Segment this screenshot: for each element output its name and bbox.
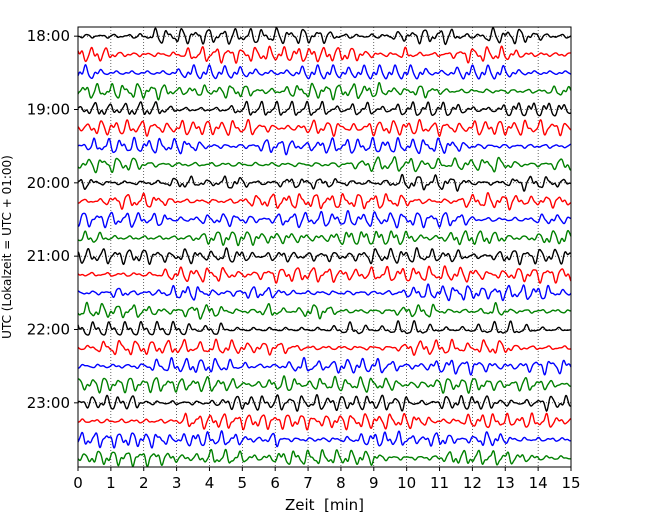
x-tick-label: 6	[270, 474, 280, 492]
trace-2230	[77, 356, 572, 376]
trace-2045	[77, 229, 572, 247]
x-tick-label: 14	[529, 474, 548, 492]
trace-2115	[77, 265, 572, 284]
trace-1945	[77, 156, 572, 174]
y-tick-label: 20:00	[27, 174, 70, 192]
y-tick-label: 18:00	[27, 27, 70, 45]
x-axis-ticks: 0 1 2 3 4 5 6 7 8 9 10 11 12 13 14 15	[73, 467, 581, 492]
y-axis-ticks: 18:00 19:00 20:00 21:00 22:00 23:00	[27, 27, 78, 412]
x-tick-label: 10	[397, 474, 416, 492]
trace-1830	[77, 64, 572, 80]
trace-1800	[77, 27, 572, 46]
trace-2000	[77, 173, 572, 192]
trace-2215	[77, 338, 572, 356]
trace-2130	[77, 283, 572, 302]
x-tick-label: 9	[369, 474, 379, 492]
grid-lines	[78, 27, 571, 467]
x-tick-label: 12	[463, 474, 482, 492]
trace-2015	[77, 192, 572, 211]
trace-2100	[77, 247, 572, 266]
x-tick-label: 1	[106, 474, 116, 492]
trace-2300	[77, 394, 572, 412]
x-tick-label: 5	[238, 474, 248, 492]
x-axis-label: Zeit [min]	[285, 496, 364, 514]
y-tick-label: 21:00	[27, 247, 70, 265]
x-tick-label: 7	[303, 474, 313, 492]
trace-2245	[77, 375, 572, 394]
trace-2345	[77, 448, 572, 468]
x-tick-label: 11	[430, 474, 449, 492]
seismic-traces	[77, 27, 572, 468]
x-tick-label: 2	[139, 474, 149, 492]
x-tick-label: 4	[205, 474, 215, 492]
x-tick-label: 13	[496, 474, 515, 492]
y-tick-label: 23:00	[27, 394, 70, 412]
plot-frame	[77, 26, 572, 468]
trace-2200	[77, 320, 572, 336]
trace-1900	[77, 100, 572, 117]
y-tick-label: 22:00	[27, 321, 70, 339]
x-tick-label: 3	[172, 474, 182, 492]
x-tick-label: 15	[561, 474, 580, 492]
trace-2330	[77, 430, 572, 449]
trace-1845	[77, 82, 572, 101]
trace-1815	[77, 45, 572, 64]
trace-1915	[77, 118, 572, 137]
y-tick-label: 19:00	[27, 101, 70, 119]
trace-1930	[77, 136, 572, 156]
trace-2030	[77, 210, 572, 229]
x-tick-label: 8	[336, 474, 346, 492]
x-tick-label: 0	[73, 474, 83, 492]
y-axis-label: UTC (Lokalzeit = UTC + 01:00)	[0, 155, 14, 339]
trace-2315	[77, 412, 572, 431]
trace-2145	[77, 301, 572, 320]
